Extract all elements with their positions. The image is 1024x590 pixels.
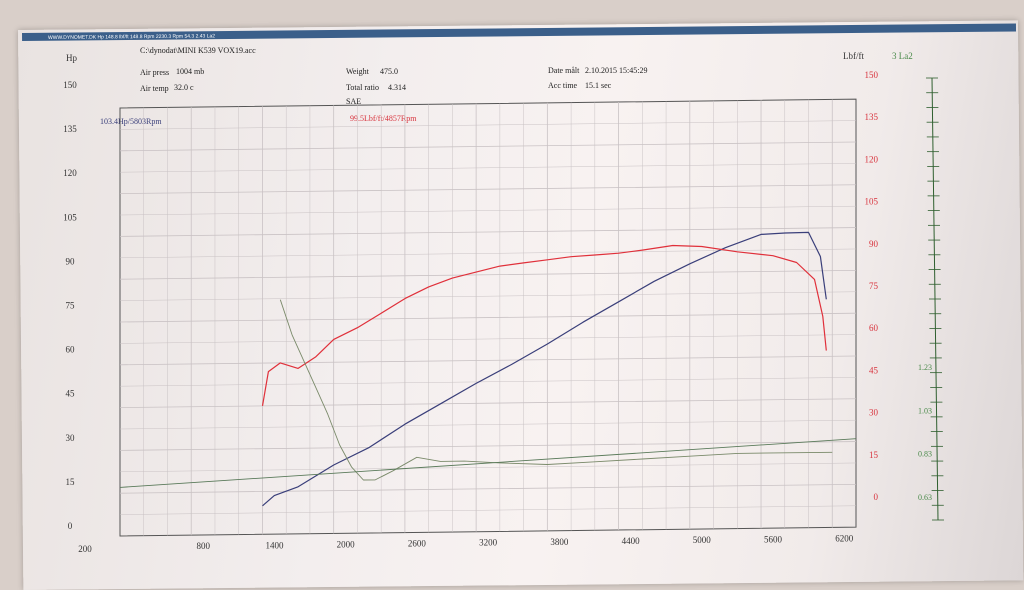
x-tick-label: 5600	[764, 534, 783, 544]
ratio-label: Total ratio	[346, 83, 379, 92]
file-path: C:\dynodat\MINI K539 VOX19.acc	[140, 46, 256, 55]
torque-peak-label: 99.5Lbf/ft/4857Rpm	[350, 114, 417, 123]
x-tick-label: 5000	[693, 535, 712, 545]
right-axis-label: Lbf/ft	[843, 51, 864, 61]
grid-line-horizontal	[119, 355, 857, 366]
grid-line-horizontal	[119, 120, 857, 130]
left-axis-tick-label: 30	[66, 433, 76, 443]
acc-time-label: Acc time	[548, 81, 578, 90]
right-axis-tick-label: 15	[869, 450, 879, 460]
left-axis-tick-label: 135	[63, 124, 77, 134]
lambda-axis-tick-label: 0.83	[918, 450, 932, 459]
chart-labels: 800 1400 2000 2600 3200 3800 4400 5000 5600 62002…	[63, 70, 932, 554]
right-axis-tick-label: 105	[865, 197, 879, 207]
grid-line-horizontal	[119, 163, 857, 173]
grid-line-horizontal	[119, 248, 857, 259]
x-tick-label: 3200	[479, 538, 498, 548]
torque-series-line	[261, 244, 827, 407]
x-tick-label: 4400	[622, 536, 641, 546]
dyno-chart: 800 1400 2000 2600 3200 3800 4400 5000 5600 62002…	[63, 70, 944, 554]
weight-label: Weight	[346, 67, 369, 76]
date-value: 2.10.2015 15:45:29	[585, 66, 648, 75]
grid-line-horizontal	[119, 269, 857, 280]
left-axis-tick-label: 0	[68, 521, 73, 531]
x-tick-label: 1400	[265, 540, 284, 550]
left-axis-tick-label: 15	[66, 477, 76, 487]
grid-line-horizontal	[119, 291, 857, 301]
acc-time-value: 15.1 sec	[585, 81, 612, 90]
weight-value: 475.0	[380, 67, 398, 76]
air-temp-value: 32.0 c	[174, 83, 194, 92]
right-axis-tick-label: 30	[869, 408, 879, 418]
afr-series-line	[279, 299, 833, 481]
air-press-value: 1004 mb	[176, 67, 205, 76]
chart-grid	[119, 77, 944, 537]
x-tick-label: 3800	[550, 537, 569, 547]
left-axis-tick-label: 105	[63, 212, 77, 222]
air-press-label: Air press	[140, 68, 170, 77]
x-tick-label: 800	[196, 541, 210, 551]
lambda-axis-label: 3 La2	[892, 51, 913, 61]
lambda-axis-tick-label: 1.03	[918, 406, 932, 415]
air-temp-label: Air temp	[140, 84, 169, 93]
x-tick-label: 2000	[337, 539, 356, 549]
right-axis-tick-label: 150	[865, 70, 879, 80]
left-axis-tick-label: 90	[66, 256, 76, 266]
standard-label: SAE	[346, 97, 362, 106]
grid-line-horizontal	[119, 184, 857, 194]
grid-line-horizontal	[119, 377, 857, 387]
hp-series-line	[262, 231, 827, 507]
grid-line-horizontal	[119, 227, 857, 237]
lambda-axis-tick-label: 1.23	[918, 363, 932, 372]
grid-line-horizontal	[119, 419, 857, 430]
grid-line-horizontal	[119, 141, 857, 152]
ref-series-line	[119, 438, 857, 488]
grid-line-horizontal	[119, 205, 857, 216]
right-axis-tick-label: 90	[869, 239, 879, 249]
lambda-axis-tick-label: 0.63	[918, 493, 932, 502]
grid-line-horizontal	[119, 441, 857, 451]
grid-line-horizontal	[119, 505, 857, 515]
right-axis-tick-label: 135	[865, 112, 879, 122]
left-axis-label: Hp	[66, 53, 77, 63]
grid-line-horizontal	[119, 462, 857, 473]
right-axis-tick-label: 45	[869, 365, 879, 375]
left-axis-tick-label: 60	[66, 345, 76, 355]
grid-line-horizontal	[119, 312, 857, 323]
ratio-value: 4.314	[388, 83, 406, 92]
right-axis-tick-label: 120	[865, 154, 879, 164]
left-axis-tick-label: 150	[63, 80, 77, 90]
hp-peak-label: 103.4Hp/5803Rpm	[100, 117, 162, 126]
x-tick-label: 200	[78, 544, 92, 554]
date-label: Date målt	[548, 66, 580, 75]
grid-line-horizontal	[119, 483, 857, 494]
x-tick-label: 2600	[408, 539, 427, 549]
x-tick-label: 6200	[835, 533, 854, 543]
right-axis-tick-label: 75	[869, 281, 879, 291]
grid-line-horizontal	[119, 334, 857, 344]
left-axis-tick-label: 45	[66, 389, 76, 399]
right-axis-tick-label: 0	[874, 492, 879, 502]
grid-line-horizontal	[119, 398, 857, 408]
plot-frame	[119, 98, 857, 537]
left-axis-tick-label: 120	[63, 168, 77, 178]
left-axis-tick-label: 75	[66, 301, 76, 311]
right-axis-tick-label: 60	[869, 323, 879, 333]
chart-marks	[119, 231, 857, 507]
